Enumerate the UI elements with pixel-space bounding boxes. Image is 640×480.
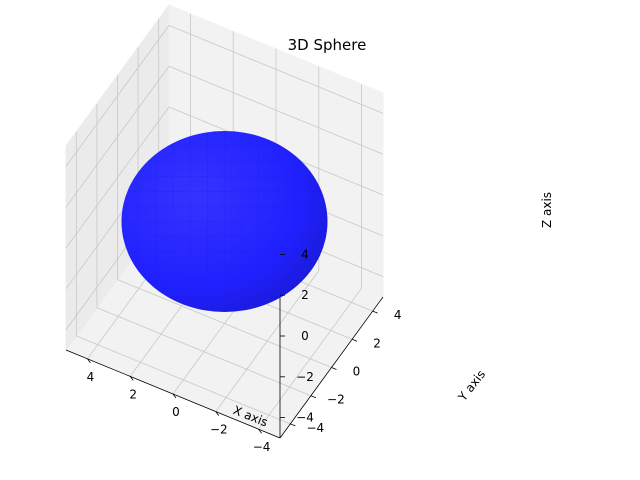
x-tick-label: 0 bbox=[172, 405, 180, 419]
y-tick bbox=[331, 367, 337, 370]
grid-line bbox=[65, 65, 170, 208]
y-tick bbox=[351, 338, 358, 342]
x-tick bbox=[172, 393, 177, 399]
y-tick-label: −2 bbox=[327, 393, 345, 407]
y-tick bbox=[310, 395, 317, 399]
z-tick-label: −2 bbox=[296, 370, 314, 384]
x-tick-label: −4 bbox=[253, 440, 271, 454]
y-tick-label: 2 bbox=[373, 336, 381, 350]
z-tick-label: 4 bbox=[301, 247, 309, 261]
y-axis-label: Y axis bbox=[455, 367, 488, 404]
y-tick bbox=[290, 423, 296, 427]
y-tick-label: 4 bbox=[394, 308, 402, 322]
z-tick-label: 2 bbox=[301, 288, 309, 302]
y-tick bbox=[372, 310, 378, 314]
x-tick bbox=[129, 376, 134, 381]
grid-line bbox=[117, 279, 332, 368]
chart-title: 3D Sphere bbox=[288, 36, 367, 54]
y-tick-label: −4 bbox=[306, 421, 324, 435]
x-tick-label: 4 bbox=[87, 370, 95, 384]
x-tick bbox=[258, 428, 262, 434]
grid-line bbox=[65, 106, 170, 249]
x-tick-label: 2 bbox=[129, 387, 137, 401]
grid-line bbox=[168, 25, 384, 114]
grid-line bbox=[168, 65, 384, 155]
grid-line bbox=[65, 25, 170, 167]
z-tick-label: 0 bbox=[301, 329, 309, 343]
z-axis-label: Z axis bbox=[540, 192, 554, 228]
x-tick bbox=[87, 358, 91, 364]
x-tick bbox=[215, 411, 220, 416]
sphere-surface bbox=[121, 131, 328, 312]
grid-line bbox=[96, 307, 312, 397]
grid-line bbox=[76, 335, 291, 425]
y-tick-label: 0 bbox=[353, 365, 361, 379]
z-tick-label: −4 bbox=[296, 411, 314, 425]
x-tick-label: −2 bbox=[210, 423, 228, 437]
